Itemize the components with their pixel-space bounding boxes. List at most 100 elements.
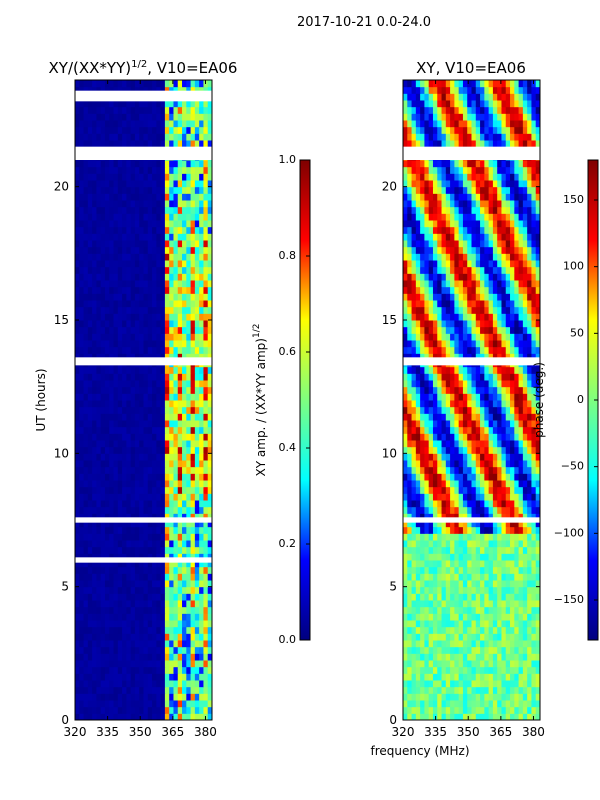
amp-heatmap-cell: [207, 640, 213, 648]
amp-heatmap-cell: [199, 426, 204, 434]
amp-heatmap-cell: [104, 466, 110, 474]
phase-heatmap-cell: [475, 653, 481, 661]
phase-heatmap-cell: [522, 553, 528, 561]
amp-heatmap-cell: [190, 693, 196, 701]
amp-heatmap-cell: [122, 206, 127, 214]
amp-heatmap-cell: [96, 313, 102, 321]
amp-heatmap-cell: [169, 446, 174, 454]
amp-heatmap-cell: [203, 373, 209, 381]
amp-heatmap-cell: [139, 546, 144, 554]
amp-heatmap-cell: [177, 620, 183, 628]
amp-heatmap-cell: [79, 600, 85, 608]
amp-heatmap-cell: [92, 106, 97, 114]
amp-heatmap-cell: [173, 560, 179, 568]
amp-heatmap-cell: [104, 233, 110, 241]
phase-heatmap-cell: [535, 660, 541, 668]
phase-heatmap-cell: [437, 620, 443, 628]
amp-heatmap-cell: [156, 533, 162, 541]
phase-heatmap-cell: [403, 540, 408, 548]
amp-heatmap-cell: [156, 546, 162, 554]
phase-heatmap-cell: [420, 446, 425, 454]
phase-heatmap-cell: [527, 366, 532, 374]
phase-heatmap-cell: [450, 660, 455, 668]
phase-heatmap-cell: [454, 573, 460, 581]
phase-heatmap-cell: [432, 680, 438, 688]
amp-heatmap-cell: [87, 593, 93, 601]
amp-heatmap-cell: [169, 220, 174, 228]
amp-heatmap-cell: [130, 140, 136, 148]
phase-heatmap-cell: [407, 433, 413, 441]
phase-heatmap-cell: [535, 673, 541, 681]
amp-heatmap-cell: [156, 520, 162, 528]
phase-heatmap-cell: [484, 600, 490, 608]
amp-heatmap: [74, 79, 213, 721]
amp-heatmap-cell: [100, 673, 106, 681]
amp-heatmap-cell: [152, 600, 157, 608]
phase-heatmap-cell: [501, 680, 507, 688]
phase-heatmap-cell: [531, 693, 537, 701]
phase-heatmap-cell: [501, 346, 507, 354]
amp-heatmap-cell: [139, 320, 144, 328]
amp-heatmap-cell: [139, 480, 144, 488]
phase-heatmap-cell: [488, 560, 494, 568]
phase-heatmap-cell: [403, 513, 408, 521]
amp-heatmap-cell: [96, 453, 102, 461]
phase-heatmap-cell: [403, 706, 408, 714]
amp-heatmap-cell: [143, 480, 149, 488]
phase-heatmap-cell: [514, 613, 520, 621]
amp-heatmap-cell: [92, 260, 97, 268]
phase-heatmap-cell: [462, 533, 468, 541]
phase-heatmap-cell: [527, 420, 532, 428]
amp-heatmap-cell: [130, 333, 136, 341]
amp-heatmap-cell: [134, 520, 140, 528]
amp-heatmap-cell: [177, 506, 183, 514]
amp-heatmap-cell: [75, 220, 80, 228]
amp-heatmap-cell: [143, 533, 149, 541]
amp-heatmap-cell: [79, 586, 85, 594]
amp-heatmap-cell: [87, 220, 93, 228]
amp-heatmap-cell: [117, 300, 123, 308]
amp-heatmap-cell: [207, 293, 213, 301]
amp-heatmap-cell: [83, 260, 89, 268]
amp-heatmap-cell: [122, 353, 127, 361]
amp-heatmap-cell: [134, 633, 140, 641]
amp-heatmap-cell: [169, 126, 174, 134]
phase-heatmap-cell: [403, 600, 408, 608]
amp-heatmap-cell: [147, 460, 153, 468]
amp-heatmap-cell: [83, 380, 89, 388]
phase-heatmap-cell: [492, 606, 498, 614]
amp-heatmap-cell: [96, 573, 102, 581]
phase-heatmap-cell: [522, 420, 528, 428]
amp-heatmap-cell: [177, 266, 183, 274]
phase-heatmap-cell: [497, 640, 502, 648]
amp-heatmap-cell: [182, 706, 187, 714]
phase-heatmap-cell: [475, 526, 481, 534]
phase-heatmap-cell: [484, 713, 490, 721]
phase-heatmap-cell: [518, 333, 524, 341]
amp-heatmap-cell: [117, 86, 123, 94]
amp-heatmap-cell: [160, 286, 166, 294]
amp-heatmap-cell: [79, 606, 85, 614]
amp-heatmap-cell: [79, 473, 85, 481]
amp-heatmap-cell: [152, 620, 157, 628]
amp-heatmap-cell: [203, 500, 209, 508]
amp-heatmap-cell: [177, 120, 183, 128]
phase-heatmap-cell: [522, 640, 528, 648]
phase-heatmap-cell: [454, 533, 460, 541]
amp-heatmap-cell: [169, 273, 174, 281]
amp-heatmap-cell: [160, 193, 166, 201]
amp-heatmap-cell: [87, 420, 93, 428]
phase-heatmap-cell: [492, 440, 498, 448]
amp-heatmap-cell: [122, 526, 127, 534]
phase-heatmap-cell: [407, 540, 413, 548]
phase-heatmap-cell: [441, 340, 447, 348]
amp-heatmap-cell: [186, 240, 192, 248]
amp-heatmap-cell: [126, 346, 132, 354]
phase-heatmap-cell: [471, 566, 477, 574]
phase-heatmap-cell: [527, 706, 532, 714]
amp-heatmap-cell: [96, 586, 102, 594]
amp-heatmap-cell: [169, 333, 174, 341]
phase-heatmap-cell: [420, 386, 425, 394]
phase-heatmap-cell: [527, 380, 532, 388]
amp-heatmap-cell: [130, 593, 136, 601]
